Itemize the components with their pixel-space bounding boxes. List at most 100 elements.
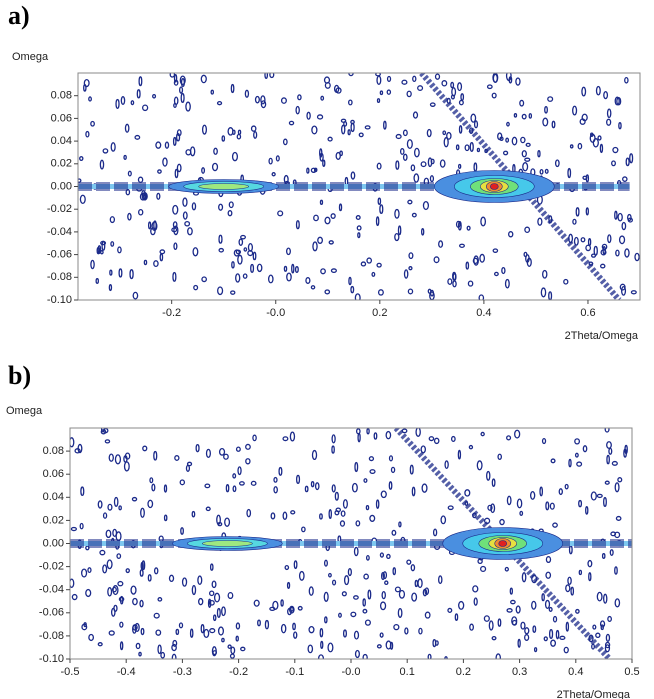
contour-speckle: [330, 213, 336, 219]
contour-speckle: [544, 168, 549, 174]
contour-speckle: [294, 266, 299, 274]
contour-speckle: [160, 651, 166, 659]
contour-speckle: [614, 482, 620, 493]
contour-speckle: [442, 130, 447, 136]
x-tick-label: -0.0: [342, 666, 361, 678]
contour-speckle: [267, 274, 274, 284]
contour-speckle: [171, 653, 177, 659]
contour-speckle: [112, 585, 119, 596]
contour-speckle: [520, 136, 526, 144]
contour-speckle: [592, 624, 597, 630]
contour-speckle: [157, 644, 162, 655]
contour-speckle: [354, 649, 360, 659]
contour-speckle: [567, 167, 572, 179]
contour-speckle: [331, 445, 335, 454]
contour-speckle: [623, 448, 627, 458]
contour-speckle: [235, 635, 239, 642]
contour-speckle: [282, 138, 288, 146]
contour-speckle: [173, 73, 178, 83]
contour-speckle: [320, 640, 324, 649]
contour-speckle: [397, 225, 402, 236]
contour-speckle: [102, 564, 108, 574]
contour-speckle: [184, 220, 191, 227]
contour-speckle: [153, 567, 159, 575]
contour-speckle: [444, 460, 449, 470]
contour-speckle: [367, 589, 372, 600]
contour-speckle: [155, 141, 162, 149]
panel-label: b): [8, 361, 31, 390]
contour-speckle: [297, 605, 303, 611]
contour-speckle: [174, 168, 179, 179]
contour-speckle: [113, 496, 119, 507]
contour-speckle: [310, 480, 315, 488]
contour-speckle: [208, 600, 215, 606]
contour-speckle: [244, 89, 250, 98]
contour-speckle: [559, 635, 566, 640]
x-tick-label: -0.4: [117, 666, 136, 678]
contour-speckle: [401, 79, 408, 85]
contour-speckle: [306, 167, 310, 174]
contour-speckle: [363, 573, 369, 580]
contour-speckle: [539, 169, 544, 175]
contour-speckle: [504, 566, 509, 572]
contour-speckle: [187, 227, 193, 236]
contour-speckle: [614, 210, 618, 220]
contour-speckle: [428, 436, 435, 442]
contour-speckle: [168, 574, 175, 583]
contour-speckle: [179, 75, 186, 86]
contour-speckle: [439, 159, 446, 168]
contour-speckle: [478, 294, 485, 300]
contour-speckle: [493, 271, 499, 277]
contour-speckle: [140, 627, 145, 636]
contour-speckle: [147, 499, 154, 509]
contour-speckle: [207, 598, 212, 608]
contour-speckle: [490, 503, 496, 514]
contour-speckle: [411, 486, 416, 497]
contour-speckle: [230, 646, 236, 655]
y-axis-label: Omega: [6, 405, 43, 417]
contour-speckle: [473, 597, 478, 606]
contour-speckle: [235, 446, 241, 452]
contour-speckle: [406, 90, 412, 98]
contour-speckle: [282, 511, 288, 521]
contour-speckle: [563, 646, 569, 654]
contour-speckle: [293, 631, 298, 639]
contour-speckle: [217, 626, 225, 636]
contour-speckle: [191, 510, 196, 518]
contour-speckle: [630, 290, 637, 295]
contour-speckle: [525, 142, 531, 148]
contour-speckle: [323, 591, 329, 602]
contour-speckle: [127, 212, 132, 221]
contour-speckle: [357, 232, 361, 239]
y-tick-label: -0.02: [47, 203, 72, 215]
contour-speckle: [625, 157, 630, 167]
contour-speckle: [564, 483, 569, 490]
contour-speckle: [189, 146, 196, 157]
contour-speckle: [447, 278, 453, 285]
contour-speckle: [169, 73, 176, 78]
contour-speckle: [577, 142, 583, 150]
contour-speckle: [355, 520, 361, 527]
contour-speckle: [253, 131, 258, 139]
contour-speckle: [383, 120, 387, 130]
contour-speckle: [115, 98, 120, 110]
contour-speckle: [517, 638, 521, 648]
contour-speckle: [569, 144, 574, 149]
contour-speckle: [79, 194, 86, 204]
peak-contour: [198, 183, 250, 190]
contour-speckle: [357, 432, 361, 443]
x-axis-label: 2Theta/Omega: [565, 330, 639, 342]
x-tick-label: 0.4: [568, 666, 583, 678]
contour-speckle: [545, 501, 550, 511]
contour-speckle: [377, 197, 382, 205]
contour-speckle: [173, 102, 177, 109]
contour-speckle: [200, 74, 207, 84]
contour-speckle: [454, 613, 459, 621]
contour-speckle: [254, 95, 260, 104]
contour-speckle: [293, 560, 298, 570]
contour-speckle: [545, 556, 552, 564]
contour-speckle: [376, 98, 381, 104]
contour-speckle: [415, 428, 421, 437]
contour-speckle: [304, 485, 309, 493]
contour-speckle: [230, 290, 236, 295]
